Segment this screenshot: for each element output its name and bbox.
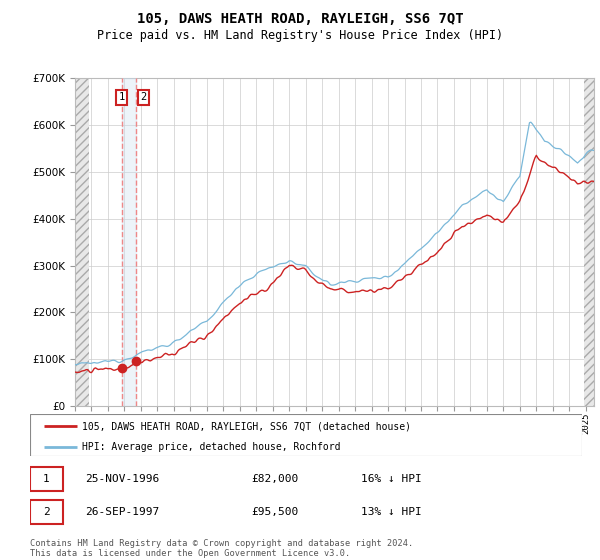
Text: HPI: Average price, detached house, Rochford: HPI: Average price, detached house, Roch… (82, 442, 341, 452)
Text: £95,500: £95,500 (251, 507, 298, 517)
FancyBboxPatch shape (30, 414, 582, 456)
Bar (584, 78, 594, 406)
Text: 105, DAWS HEATH ROAD, RAYLEIGH, SS6 7QT (detached house): 105, DAWS HEATH ROAD, RAYLEIGH, SS6 7QT … (82, 421, 412, 431)
FancyBboxPatch shape (30, 467, 63, 491)
Text: Price paid vs. HM Land Registry's House Price Index (HPI): Price paid vs. HM Land Registry's House … (97, 29, 503, 42)
Text: 2: 2 (140, 92, 147, 102)
Text: 26-SEP-1997: 26-SEP-1997 (85, 507, 160, 517)
Text: 16% ↓ HPI: 16% ↓ HPI (361, 474, 422, 484)
Text: 25-NOV-1996: 25-NOV-1996 (85, 474, 160, 484)
Bar (122, 78, 136, 406)
Text: 1: 1 (43, 474, 50, 484)
Text: 105, DAWS HEATH ROAD, RAYLEIGH, SS6 7QT: 105, DAWS HEATH ROAD, RAYLEIGH, SS6 7QT (137, 12, 463, 26)
Text: £82,000: £82,000 (251, 474, 298, 484)
Text: 13% ↓ HPI: 13% ↓ HPI (361, 507, 422, 517)
Bar (75, 78, 89, 406)
Text: Contains HM Land Registry data © Crown copyright and database right 2024.
This d: Contains HM Land Registry data © Crown c… (30, 539, 413, 558)
Text: 2: 2 (43, 507, 50, 517)
FancyBboxPatch shape (30, 500, 63, 524)
Text: 1: 1 (119, 92, 125, 102)
